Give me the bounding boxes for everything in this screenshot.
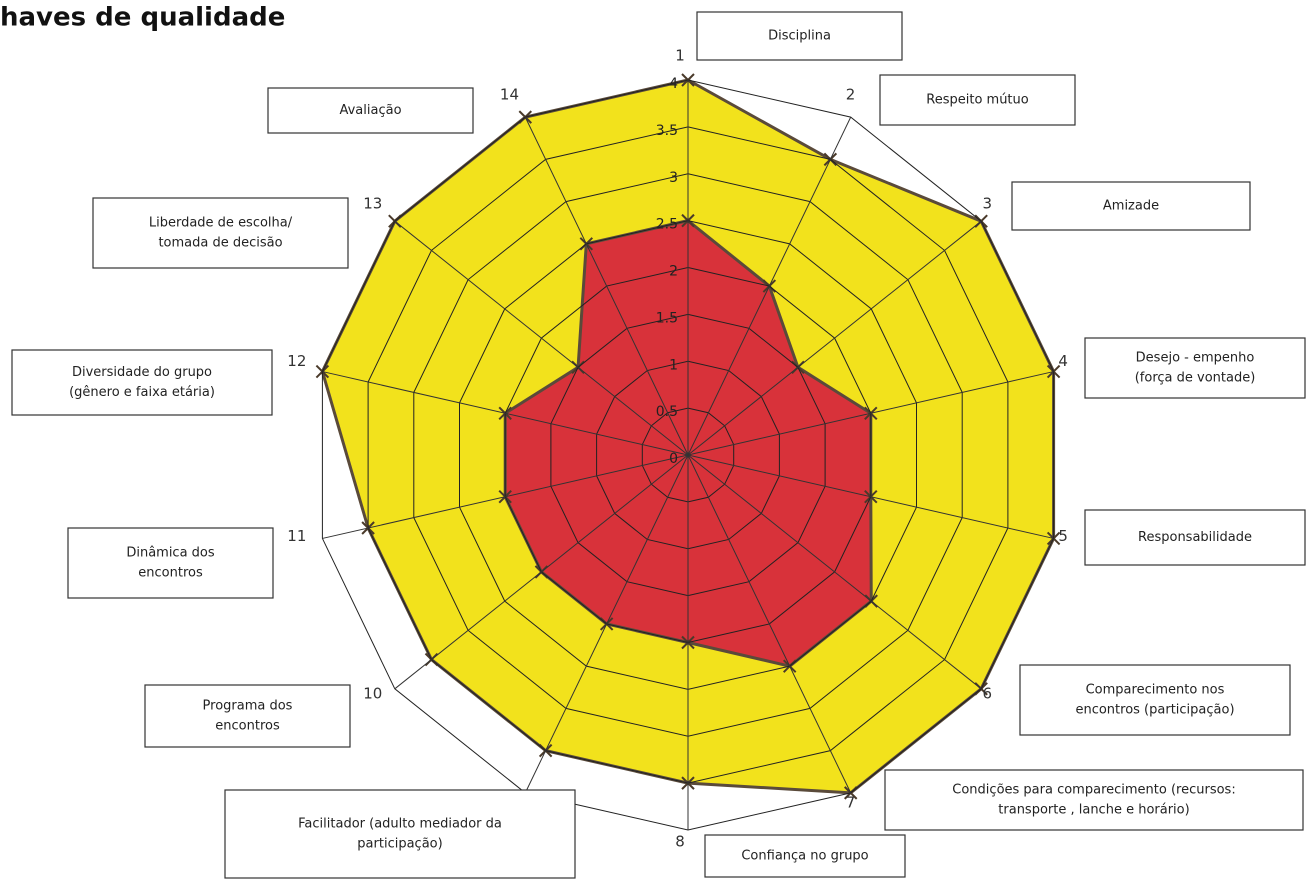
category-label-text: Confiança no grupo — [741, 849, 868, 864]
category-label: Responsabilidade — [1084, 509, 1306, 566]
axis-number: 3 — [982, 194, 992, 212]
label-box — [267, 87, 474, 134]
category-label: Comparecimento nos encontros (participaçã… — [1019, 664, 1291, 736]
category-label: Amizade — [1011, 181, 1251, 231]
category-label-text: Facilitador (adulto mediador da — [298, 817, 502, 832]
category-label-text: transporte , lanche e horário) — [998, 803, 1189, 818]
label-box — [92, 197, 349, 269]
category-label-text: encontros — [215, 719, 280, 734]
category-label-text: Diversidade do grupo — [72, 365, 212, 380]
axis-number: 8 — [675, 833, 685, 851]
spoke — [394, 454, 689, 690]
spoke — [394, 220, 689, 456]
axis-number: 12 — [287, 352, 306, 370]
axis-number: 11 — [287, 527, 306, 545]
category-label: Avaliação — [267, 87, 474, 134]
category-label-text: encontros — [138, 566, 203, 581]
spoke — [322, 454, 689, 539]
category-label: Disciplina — [696, 11, 903, 61]
spoke — [322, 371, 689, 456]
category-label-text: tomada de decisão — [158, 236, 282, 251]
category-label-text: Desejo - empenho — [1136, 351, 1255, 366]
label-box — [1084, 337, 1306, 399]
r-tick-label: 2 — [669, 264, 678, 280]
category-label: Respeito mútuo — [879, 74, 1076, 126]
category-label-text: encontros (participação) — [1075, 703, 1234, 718]
axis-number: 1 — [675, 47, 685, 65]
label-box — [1084, 509, 1306, 566]
axis-number: 10 — [363, 685, 382, 703]
r-tick-label: 0 — [669, 451, 678, 467]
r-tick-label: 2.5 — [656, 217, 678, 233]
spoke — [687, 454, 1054, 539]
category-label-text: Programa dos — [203, 699, 293, 714]
category-label: Condições para comparecimento (recursos:… — [884, 769, 1304, 831]
spoke — [687, 220, 982, 456]
label-box — [67, 527, 274, 599]
r-tick-label: 0.5 — [656, 404, 678, 420]
category-label-text: participação) — [357, 837, 442, 852]
spoke — [524, 116, 689, 456]
label-box — [1019, 664, 1291, 736]
spoke — [687, 454, 982, 690]
label-box — [704, 834, 906, 878]
label-box — [1011, 181, 1251, 231]
category-label-text: Amizade — [1103, 199, 1159, 214]
category-label: Dinâmica dos encontros — [67, 527, 274, 599]
category-label-text: Dinâmica dos — [126, 546, 215, 561]
label-box — [224, 789, 576, 879]
r-tick-label: 1.5 — [656, 310, 678, 326]
spoke — [687, 116, 852, 456]
axis-number: 7 — [846, 794, 856, 812]
category-label-text: Avaliação — [339, 103, 401, 118]
category-label: Desejo - empenho (força de vontade) — [1084, 337, 1306, 399]
category-label-text: Responsabilidade — [1138, 530, 1252, 545]
axis-number: 13 — [363, 194, 382, 212]
spoke — [524, 454, 689, 794]
axis-number: 6 — [982, 685, 992, 703]
axis-number: 14 — [500, 85, 519, 103]
category-label-text: Condições para comparecimento (recursos: — [952, 783, 1235, 798]
category-label-text: Comparecimento nos — [1086, 683, 1225, 698]
category-label: Diversidade do grupo (gênero e faixa etár… — [11, 349, 273, 416]
label-box — [696, 11, 903, 61]
spoke — [687, 454, 852, 794]
category-label: Programa dos encontros — [144, 684, 351, 748]
category-label-text: Liberdade de escolha/ — [149, 216, 293, 231]
r-tick-label: 1 — [669, 357, 678, 373]
label-box — [11, 349, 273, 416]
axis-number: 2 — [846, 85, 856, 103]
category-label-text: Disciplina — [768, 29, 831, 44]
category-label-text: Respeito mútuo — [926, 93, 1029, 108]
category-label: Facilitador (adulto mediador da participa… — [224, 789, 576, 879]
axis-number: 4 — [1058, 352, 1068, 370]
category-label-text: (gênero e faixa etária) — [69, 385, 215, 400]
label-box — [884, 769, 1304, 831]
category-label-text: (força de vontade) — [1135, 371, 1256, 386]
axis-number: 5 — [1058, 527, 1068, 545]
category-label: Confiança no grupo — [704, 834, 906, 878]
chart-title: haves de qualidade — [0, 3, 285, 33]
label-box — [144, 684, 351, 748]
category-label: Liberdade de escolha/tomada de decisão — [92, 197, 349, 269]
r-tick-label: 4 — [669, 76, 678, 92]
r-tick-label: 3.5 — [656, 123, 678, 139]
r-tick-label: 3 — [669, 170, 678, 186]
spoke — [687, 371, 1054, 456]
label-box — [879, 74, 1076, 126]
